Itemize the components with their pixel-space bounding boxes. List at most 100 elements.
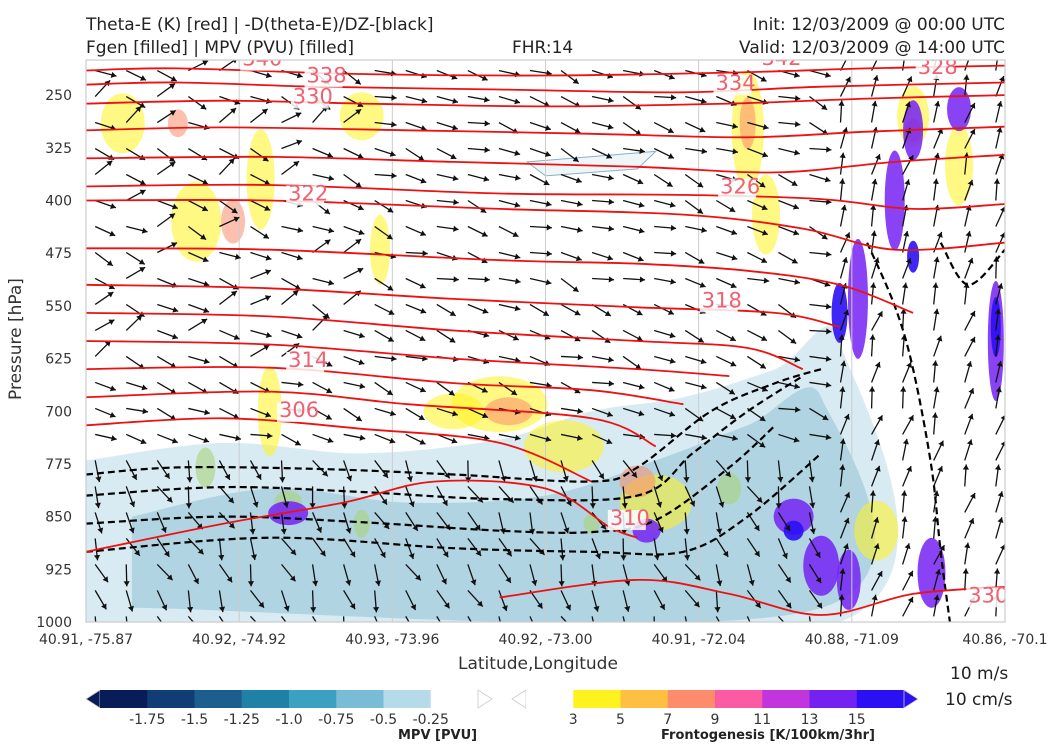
wind-vector <box>436 173 459 182</box>
forecast-hour: FHR:14 <box>512 38 574 58</box>
wind-vector <box>932 360 939 383</box>
wind-vector <box>715 512 723 535</box>
wind-vector <box>964 439 973 461</box>
wind-vector <box>964 542 971 565</box>
wind-vector <box>747 121 769 130</box>
wind-vector <box>993 178 1001 201</box>
wind-vector <box>622 564 631 586</box>
theta-e-label-8: 318 <box>702 288 742 312</box>
wind-vector <box>591 121 614 130</box>
stability-line-5 <box>939 242 1005 286</box>
wind-vector <box>250 432 273 439</box>
wind-vector <box>374 121 397 128</box>
y-tick-6: 700 <box>45 404 72 420</box>
wind-vector <box>684 121 706 133</box>
wind-vector <box>775 486 782 509</box>
wind-vector <box>94 407 116 418</box>
wind-vector <box>498 590 508 612</box>
wind-vector <box>374 94 397 101</box>
wind-vector <box>374 147 396 157</box>
wind-vector <box>746 589 762 609</box>
wind-vector <box>716 355 737 367</box>
wind-vector <box>933 568 942 591</box>
wind-vector <box>653 590 666 611</box>
mixed-region-0 <box>195 447 216 488</box>
wind-vector <box>839 360 847 383</box>
stability-line-0 <box>86 368 822 483</box>
theta-e-label-bg-10 <box>276 401 315 422</box>
fgen-max-region-4 <box>847 238 868 359</box>
wind-vector <box>94 291 114 306</box>
wind-vector <box>250 615 257 622</box>
wind-vector <box>716 329 737 342</box>
wind-vector <box>187 590 194 613</box>
wind-vector <box>933 256 940 279</box>
wind-vector <box>498 225 519 238</box>
wind-vector <box>622 173 644 185</box>
x-tick-0: 40.91, -75.87 <box>39 632 133 648</box>
wind-vector <box>964 361 973 383</box>
wind-vector <box>94 225 116 237</box>
wind-vector <box>436 616 441 622</box>
wind-vector <box>839 413 850 435</box>
wind-vector <box>156 381 177 395</box>
mpv-extend-high <box>477 689 493 709</box>
wind-vector <box>343 381 366 390</box>
y-tick-1: 325 <box>45 141 72 157</box>
wind-vector <box>125 173 147 186</box>
wind-vector <box>715 616 721 622</box>
wind-vector <box>591 616 595 622</box>
wind-vector <box>778 355 801 363</box>
wind-vector <box>219 216 240 228</box>
wind-vector <box>560 173 582 184</box>
wind-vector <box>870 282 877 305</box>
wind-vector <box>156 485 173 503</box>
wind-vector <box>653 512 664 533</box>
wind-vector <box>498 95 521 105</box>
wind-vector <box>933 465 943 487</box>
wind-vector <box>219 251 241 260</box>
wind-vector <box>188 173 209 185</box>
wind-vector <box>405 303 427 314</box>
wind-vector <box>405 538 415 560</box>
wind-vector <box>156 538 170 558</box>
theta-e-label-bg-2 <box>290 88 329 109</box>
wind-vector <box>436 381 455 396</box>
fgen-extend-low <box>511 689 527 709</box>
wind-vector <box>156 355 177 369</box>
fgen-region-13 <box>854 500 899 561</box>
fgen-extend-high <box>903 689 919 709</box>
wind-vector <box>653 173 673 188</box>
mpv-colorbar-label: MPV [PVU] <box>398 728 478 743</box>
theta-e-line-10 <box>86 340 730 377</box>
wind-vector <box>343 329 365 339</box>
theta-e-label-bg-4 <box>759 60 798 70</box>
wind-vector <box>529 147 551 157</box>
wind-vector <box>374 616 378 622</box>
wind-vector <box>498 329 520 341</box>
wind-vector <box>126 381 148 391</box>
quiver-key-vertical: 10 cm/s <box>945 690 1013 710</box>
init-time: Init: 12/03/2009 @ 00:00 UTC <box>752 15 1005 35</box>
wind-vector <box>249 460 262 480</box>
wind-vector <box>405 381 426 393</box>
wind-vector <box>683 512 690 535</box>
wind-vector <box>591 251 614 261</box>
wind-vector <box>870 204 877 227</box>
theta-e-label-bg-11 <box>607 510 646 531</box>
wind-vector <box>218 157 235 175</box>
wind-vector <box>125 266 146 280</box>
wind-vector <box>684 563 701 581</box>
wind-vector <box>436 433 458 444</box>
wind-vector <box>902 179 911 201</box>
wind-vector <box>839 491 851 513</box>
wind-vector <box>280 590 290 612</box>
wind-vector <box>777 590 792 609</box>
wind-vector <box>94 616 97 622</box>
wind-vector <box>685 355 707 365</box>
wind-vector <box>746 564 755 586</box>
fgen-region-7 <box>523 420 604 473</box>
wind-vector <box>343 108 362 124</box>
wind-vector <box>219 433 242 442</box>
mpv-swatch-5 <box>336 690 384 708</box>
